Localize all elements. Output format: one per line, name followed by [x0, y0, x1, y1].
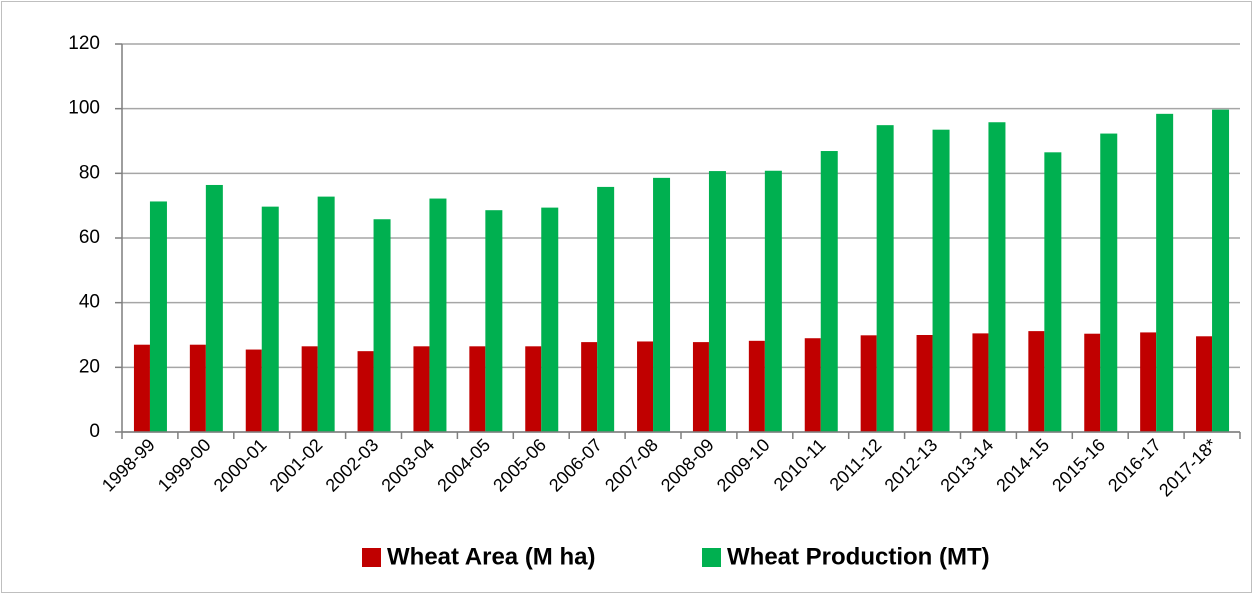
bar [245, 349, 262, 432]
bar [413, 346, 430, 432]
bar [189, 344, 206, 432]
bar [205, 184, 223, 432]
bar [972, 333, 989, 432]
bar [429, 198, 447, 432]
y-tick-label: 100 [68, 98, 100, 119]
bar [748, 340, 765, 432]
bar [1140, 332, 1157, 432]
bar [1084, 333, 1101, 432]
bar [1212, 109, 1230, 433]
bar [932, 129, 950, 432]
bar [133, 344, 150, 432]
y-tick-label: 60 [79, 227, 100, 248]
bar [525, 346, 542, 432]
bar [916, 335, 933, 432]
bar [373, 219, 391, 432]
bar [1156, 113, 1174, 432]
legend-swatch [362, 548, 381, 567]
bar [653, 177, 671, 432]
bar [597, 186, 615, 432]
bar [804, 338, 821, 432]
bar [541, 207, 559, 432]
y-tick-label: 80 [79, 162, 100, 183]
bar [1028, 331, 1045, 432]
legend-swatch [702, 548, 721, 567]
legend-label: Wheat Area (M ha) [387, 543, 595, 570]
bar [301, 346, 318, 432]
bar [692, 342, 709, 432]
bar [485, 210, 503, 432]
bar [261, 206, 279, 432]
bar [1100, 133, 1118, 432]
bar [860, 335, 877, 432]
bar [820, 151, 838, 433]
legend-label: Wheat Production (MT) [727, 543, 990, 570]
y-tick-label: 20 [79, 356, 100, 377]
bar [1044, 152, 1062, 433]
bar [1196, 336, 1213, 432]
bar [708, 171, 726, 432]
y-tick-label: 40 [79, 292, 100, 313]
bar [317, 196, 335, 432]
bar [876, 125, 894, 432]
bar [581, 342, 598, 432]
bar [469, 346, 486, 432]
bar [764, 170, 782, 432]
y-tick-label: 0 [89, 421, 100, 442]
bar [357, 351, 374, 432]
bar [988, 122, 1006, 432]
bar [149, 201, 167, 432]
y-tick-label: 120 [68, 33, 100, 54]
bar [637, 341, 654, 432]
